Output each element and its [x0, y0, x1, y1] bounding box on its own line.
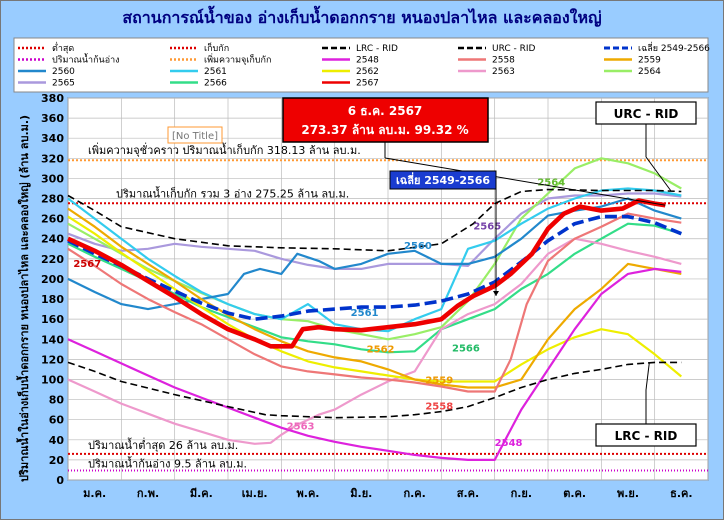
chart-title: สถานการณ์น้ำของ อ่างเก็บน้ำดอกกราย หนองป…	[122, 8, 602, 27]
current-value-amount: 273.37 ล้าน ลบ.ม. 99.32 %	[301, 123, 468, 137]
no-title-label: [No Title]	[172, 131, 218, 142]
x-tick-label: ก.ย.	[511, 487, 532, 500]
lrc-callout-label: LRC - RID	[615, 429, 678, 443]
y-tick-label: 20	[49, 454, 65, 467]
y-tick-label: 120	[41, 353, 64, 366]
y-tick-label: 380	[41, 92, 64, 105]
legend: ต่ำสุด เก็บกัก LRC - RID URC - RID เฉลี่ย 25…	[18, 41, 710, 89]
series-line-2558	[67, 212, 682, 393]
reference-line-label: ปริมาณน้ำต่ำสุด 26 ล้าน ลบ.ม.	[88, 437, 238, 452]
x-tick-label: ม.ค.	[83, 487, 106, 500]
y-tick-label: 280	[41, 193, 64, 206]
legend-label: URC - RID	[492, 44, 536, 54]
y-tick-label: 240	[41, 233, 64, 246]
y-tick-label: 340	[41, 132, 64, 145]
y-axis-title: ปริมาณน้ำในอ่างเก็บน้ำดอกกราย หนองปลาไหล…	[16, 115, 31, 482]
series-line-2559	[67, 207, 682, 389]
x-tick-label: มิ.ย.	[350, 487, 372, 500]
y-tick-label: 80	[49, 394, 65, 407]
x-tick-label: พ.ย.	[617, 487, 639, 500]
current-value-leader	[384, 157, 666, 206]
x-tick-label: ก.พ.	[137, 487, 159, 500]
series-label-2567: 2567	[73, 259, 101, 270]
y-tick-label: 320	[41, 152, 64, 165]
series-line-lrc	[67, 361, 682, 419]
legend-label: 2563	[492, 67, 515, 77]
legend-label: เก็บกัก	[204, 41, 229, 54]
y-axis: 0 20 40 60 80 100 120 140 160 180 200 220 240 260 280 3…	[41, 92, 64, 487]
series-line-2567	[67, 198, 666, 349]
y-tick-label: 140	[41, 333, 64, 346]
y-tick-label: 360	[41, 112, 64, 125]
x-tick-label: เม.ย.	[242, 487, 268, 500]
legend-label: 2560	[52, 67, 75, 77]
series-label-2561: 2561	[351, 308, 379, 319]
y-tick-label: 220	[41, 253, 64, 266]
series-label-2560: 2560	[404, 241, 432, 252]
series-label-2564: 2564	[537, 177, 565, 188]
urc-leader	[645, 156, 672, 191]
legend-label: เพิ่มความจุเก็บกัก	[204, 53, 271, 66]
legend-label: 2558	[492, 56, 515, 66]
average-callout-label: เฉลี่ย 2549-2566	[396, 172, 490, 187]
legend-label: 2548	[356, 56, 379, 66]
legend-label: 2564	[638, 67, 661, 77]
legend-label: 2565	[52, 79, 75, 89]
legend-label: 2562	[356, 67, 379, 77]
lrc-leader	[645, 362, 650, 391]
series-label-2558: 2558	[425, 402, 453, 413]
y-tick-label: 100	[41, 373, 64, 386]
reference-line-label: ปริมาณน้ำเก็บกัก รวม 3 อ่าง 275.25 ล้าน …	[116, 185, 349, 200]
legend-label: ต่ำสุด	[52, 41, 74, 54]
reference-line-label: เพิ่มความจุชั่วคราว ปริมาณน้ำเก็บกัก 318…	[88, 142, 361, 157]
urc-callout-label: URC - RID	[614, 107, 679, 121]
series-line-2565	[67, 192, 682, 270]
series-group	[67, 157, 683, 461]
legend-label: 2566	[204, 79, 227, 89]
legend-label: 2559	[638, 56, 661, 66]
y-tick-label: 260	[41, 213, 64, 226]
x-tick-label: พ.ค.	[297, 487, 320, 500]
current-value-callout	[282, 97, 489, 143]
series-label-2548: 2548	[495, 438, 523, 449]
average-arrow	[493, 291, 499, 297]
series-line-average	[67, 214, 682, 321]
series-label-2562: 2562	[367, 344, 395, 355]
legend-label: LRC - RID	[356, 44, 398, 54]
y-tick-label: 200	[41, 273, 64, 286]
y-tick-label: 0	[56, 474, 64, 487]
y-tick-label: 160	[41, 313, 64, 326]
series-labels: 2567 2560 2561 2562 2563 2559 2558 2548 2566 2565…	[73, 177, 565, 448]
no-title-tag	[167, 126, 223, 144]
series-line-2562	[67, 215, 683, 383]
average-callout	[389, 170, 497, 190]
y-tick-label: 60	[49, 414, 65, 427]
reference-line-label: ปริมาณน้ำก้นอ่าง 9.5 ล้าน ลบ.ม.	[88, 455, 247, 470]
series-line-2548	[67, 267, 682, 461]
legend-label: เฉลี่ย 2549-2566	[638, 41, 710, 54]
callouts: 6 ธ.ค. 2567 273.37 ล้าน ลบ.ม. 99.32 % [No …	[167, 97, 697, 447]
legend-label: ปริมาณน้ำก้นอ่าง	[52, 53, 120, 66]
current-value-date: 6 ธ.ค. 2567	[348, 104, 423, 118]
x-axis: ม.ค. ก.พ. มี.ค. เม.ย. พ.ค. มิ.ย. ก.ค. ส.ค. ก.ย. ต…	[83, 487, 692, 500]
legend-box	[13, 37, 709, 93]
legend-label: 2561	[204, 67, 227, 77]
x-tick-label: ต.ค.	[563, 487, 586, 500]
reference-lines: ปริมาณน้ำเก็บกัก รวม 3 อ่าง 275.25 ล้าน …	[68, 142, 708, 472]
series-label-2565: 2565	[473, 222, 501, 233]
x-tick-label: มี.ค.	[190, 487, 213, 500]
series-label-2563: 2563	[287, 422, 315, 433]
x-tick-label: ส.ค.	[457, 487, 479, 500]
series-label-2566: 2566	[452, 343, 480, 354]
y-tick-label: 300	[41, 172, 64, 185]
legend-label: 2567	[356, 79, 379, 89]
x-tick-label: ก.ค.	[403, 487, 425, 500]
y-tick-label: 40	[49, 434, 65, 447]
series-label-2559: 2559	[425, 375, 453, 386]
y-tick-label: 180	[41, 293, 64, 306]
x-tick-label: ธ.ค.	[670, 487, 692, 500]
